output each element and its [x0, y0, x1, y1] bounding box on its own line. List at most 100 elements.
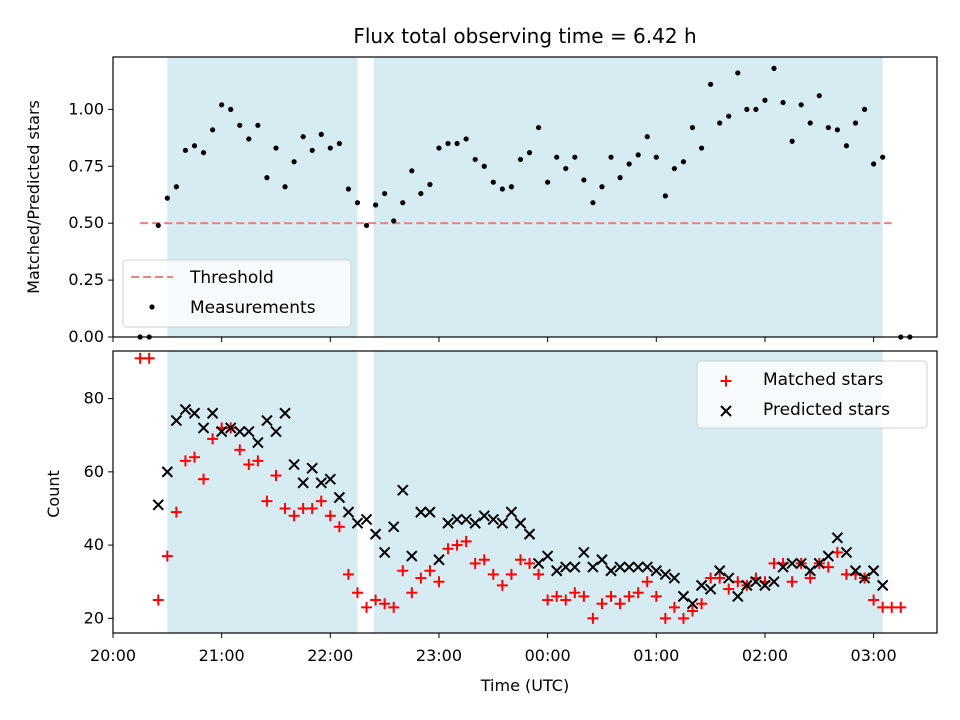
predicted-star-point	[822, 550, 835, 562]
legend-matched-label: Matched stars	[763, 370, 883, 390]
predicted-star-point	[523, 528, 536, 540]
predicted-star-point	[415, 506, 427, 518]
top-ytick-label: 0.50	[68, 213, 104, 232]
predicted-x-b	[179, 403, 192, 416]
predicted-x-b	[261, 414, 273, 427]
predicted-star-point	[849, 565, 862, 577]
measurement-point	[735, 70, 741, 76]
predicted-star-point	[234, 425, 246, 438]
predicted-star-point	[596, 554, 608, 566]
matched-star-point	[605, 590, 617, 602]
predicted-star-point	[406, 550, 418, 562]
measurement-point	[680, 159, 687, 165]
predicted-star-point	[704, 583, 717, 595]
matched-star-point	[333, 521, 345, 533]
measurement-point	[644, 134, 650, 140]
predicted-x-b	[768, 576, 780, 588]
predicted-x-b	[496, 517, 509, 529]
measurement-point	[753, 106, 759, 112]
matched-star-point	[442, 543, 454, 555]
measurement-point	[200, 150, 207, 156]
predicted-star-point	[496, 517, 509, 529]
matched-star-point	[723, 583, 735, 595]
measurement-point	[671, 165, 678, 172]
predicted-star-point	[541, 550, 554, 562]
predicted-x-b	[415, 506, 427, 518]
predicted-x-b	[297, 477, 309, 489]
predicted-x-b	[695, 579, 708, 592]
matched-star-point	[188, 451, 200, 463]
predicted-star-point	[605, 565, 617, 577]
predicted-x-b	[876, 579, 889, 592]
predicted-star-point	[197, 422, 210, 434]
top-ylabel: Matched/Predicted stars	[24, 100, 43, 294]
predicted-x-b	[786, 557, 798, 570]
measurement-point	[164, 195, 170, 201]
predicted-star-point	[732, 590, 744, 603]
predicted-star-point	[188, 407, 201, 419]
measurement-point	[780, 99, 786, 106]
predicted-star-point	[795, 557, 807, 570]
measurement-point	[563, 165, 569, 172]
matched-star-point	[560, 594, 572, 606]
matched-star-point	[524, 557, 536, 569]
predicted-star-point	[161, 466, 174, 478]
predicted-star-point	[867, 565, 880, 577]
predicted-x-b	[387, 521, 400, 533]
predicted-x-b	[514, 517, 527, 529]
matched-star-point	[170, 506, 182, 518]
measurement-point	[400, 200, 406, 206]
matched-star-point	[306, 502, 318, 514]
predicted-star-point	[152, 499, 164, 511]
matched-star-point	[659, 612, 671, 624]
top-ytick-label: 0.00	[68, 327, 104, 346]
matched-star-point	[533, 568, 545, 580]
predicted-x-b	[252, 436, 264, 449]
measurement-point	[689, 124, 696, 131]
predicted-star-point	[723, 572, 735, 584]
predicted-x-b	[442, 517, 454, 529]
measurement-point	[336, 140, 342, 147]
matched-star-point	[252, 455, 264, 467]
measurement-point	[499, 186, 505, 192]
predicted-x-b	[424, 506, 436, 518]
predicted-x-b	[270, 425, 282, 438]
matched-star-point	[279, 502, 291, 514]
matched-star-point	[822, 561, 834, 573]
predicted-x-b	[487, 513, 500, 526]
predicted-x-b	[795, 557, 807, 570]
predicted-star-point	[378, 546, 391, 559]
predicted-x-b	[849, 565, 862, 577]
measurement-point	[282, 184, 288, 190]
matched-star-point	[514, 554, 526, 566]
measurement-point	[508, 184, 515, 190]
measurement-point	[354, 200, 361, 206]
measurement-point	[771, 65, 777, 71]
bottom-xtick-label: 01:00	[633, 646, 679, 665]
matched-star-point	[397, 565, 409, 577]
predicted-x-b	[406, 550, 418, 562]
predicted-x-b	[614, 561, 626, 573]
matched-star-point	[831, 546, 843, 558]
predicted-star-point	[741, 579, 753, 592]
predicted-star-point	[532, 557, 545, 570]
matched-star-point	[261, 495, 273, 507]
predicted-x-b	[433, 554, 445, 566]
predicted-x-b	[532, 557, 545, 570]
matched-star-point	[288, 510, 300, 522]
matched-star-point	[433, 576, 445, 588]
top-axes-frame	[112, 56, 938, 338]
measurement-point	[662, 193, 668, 199]
measurement-point	[372, 202, 379, 208]
predicted-x-b	[723, 572, 735, 584]
top-plot-area	[140, 57, 892, 337]
matched-star-point	[379, 598, 391, 610]
predicted-star-point	[569, 561, 581, 573]
predicted-x-b	[741, 579, 753, 592]
measurement-point	[871, 161, 877, 167]
predicted-star-point	[351, 517, 364, 529]
matched-star-point	[469, 557, 481, 569]
measurement-point	[309, 147, 315, 153]
predicted-x-b	[686, 597, 699, 610]
